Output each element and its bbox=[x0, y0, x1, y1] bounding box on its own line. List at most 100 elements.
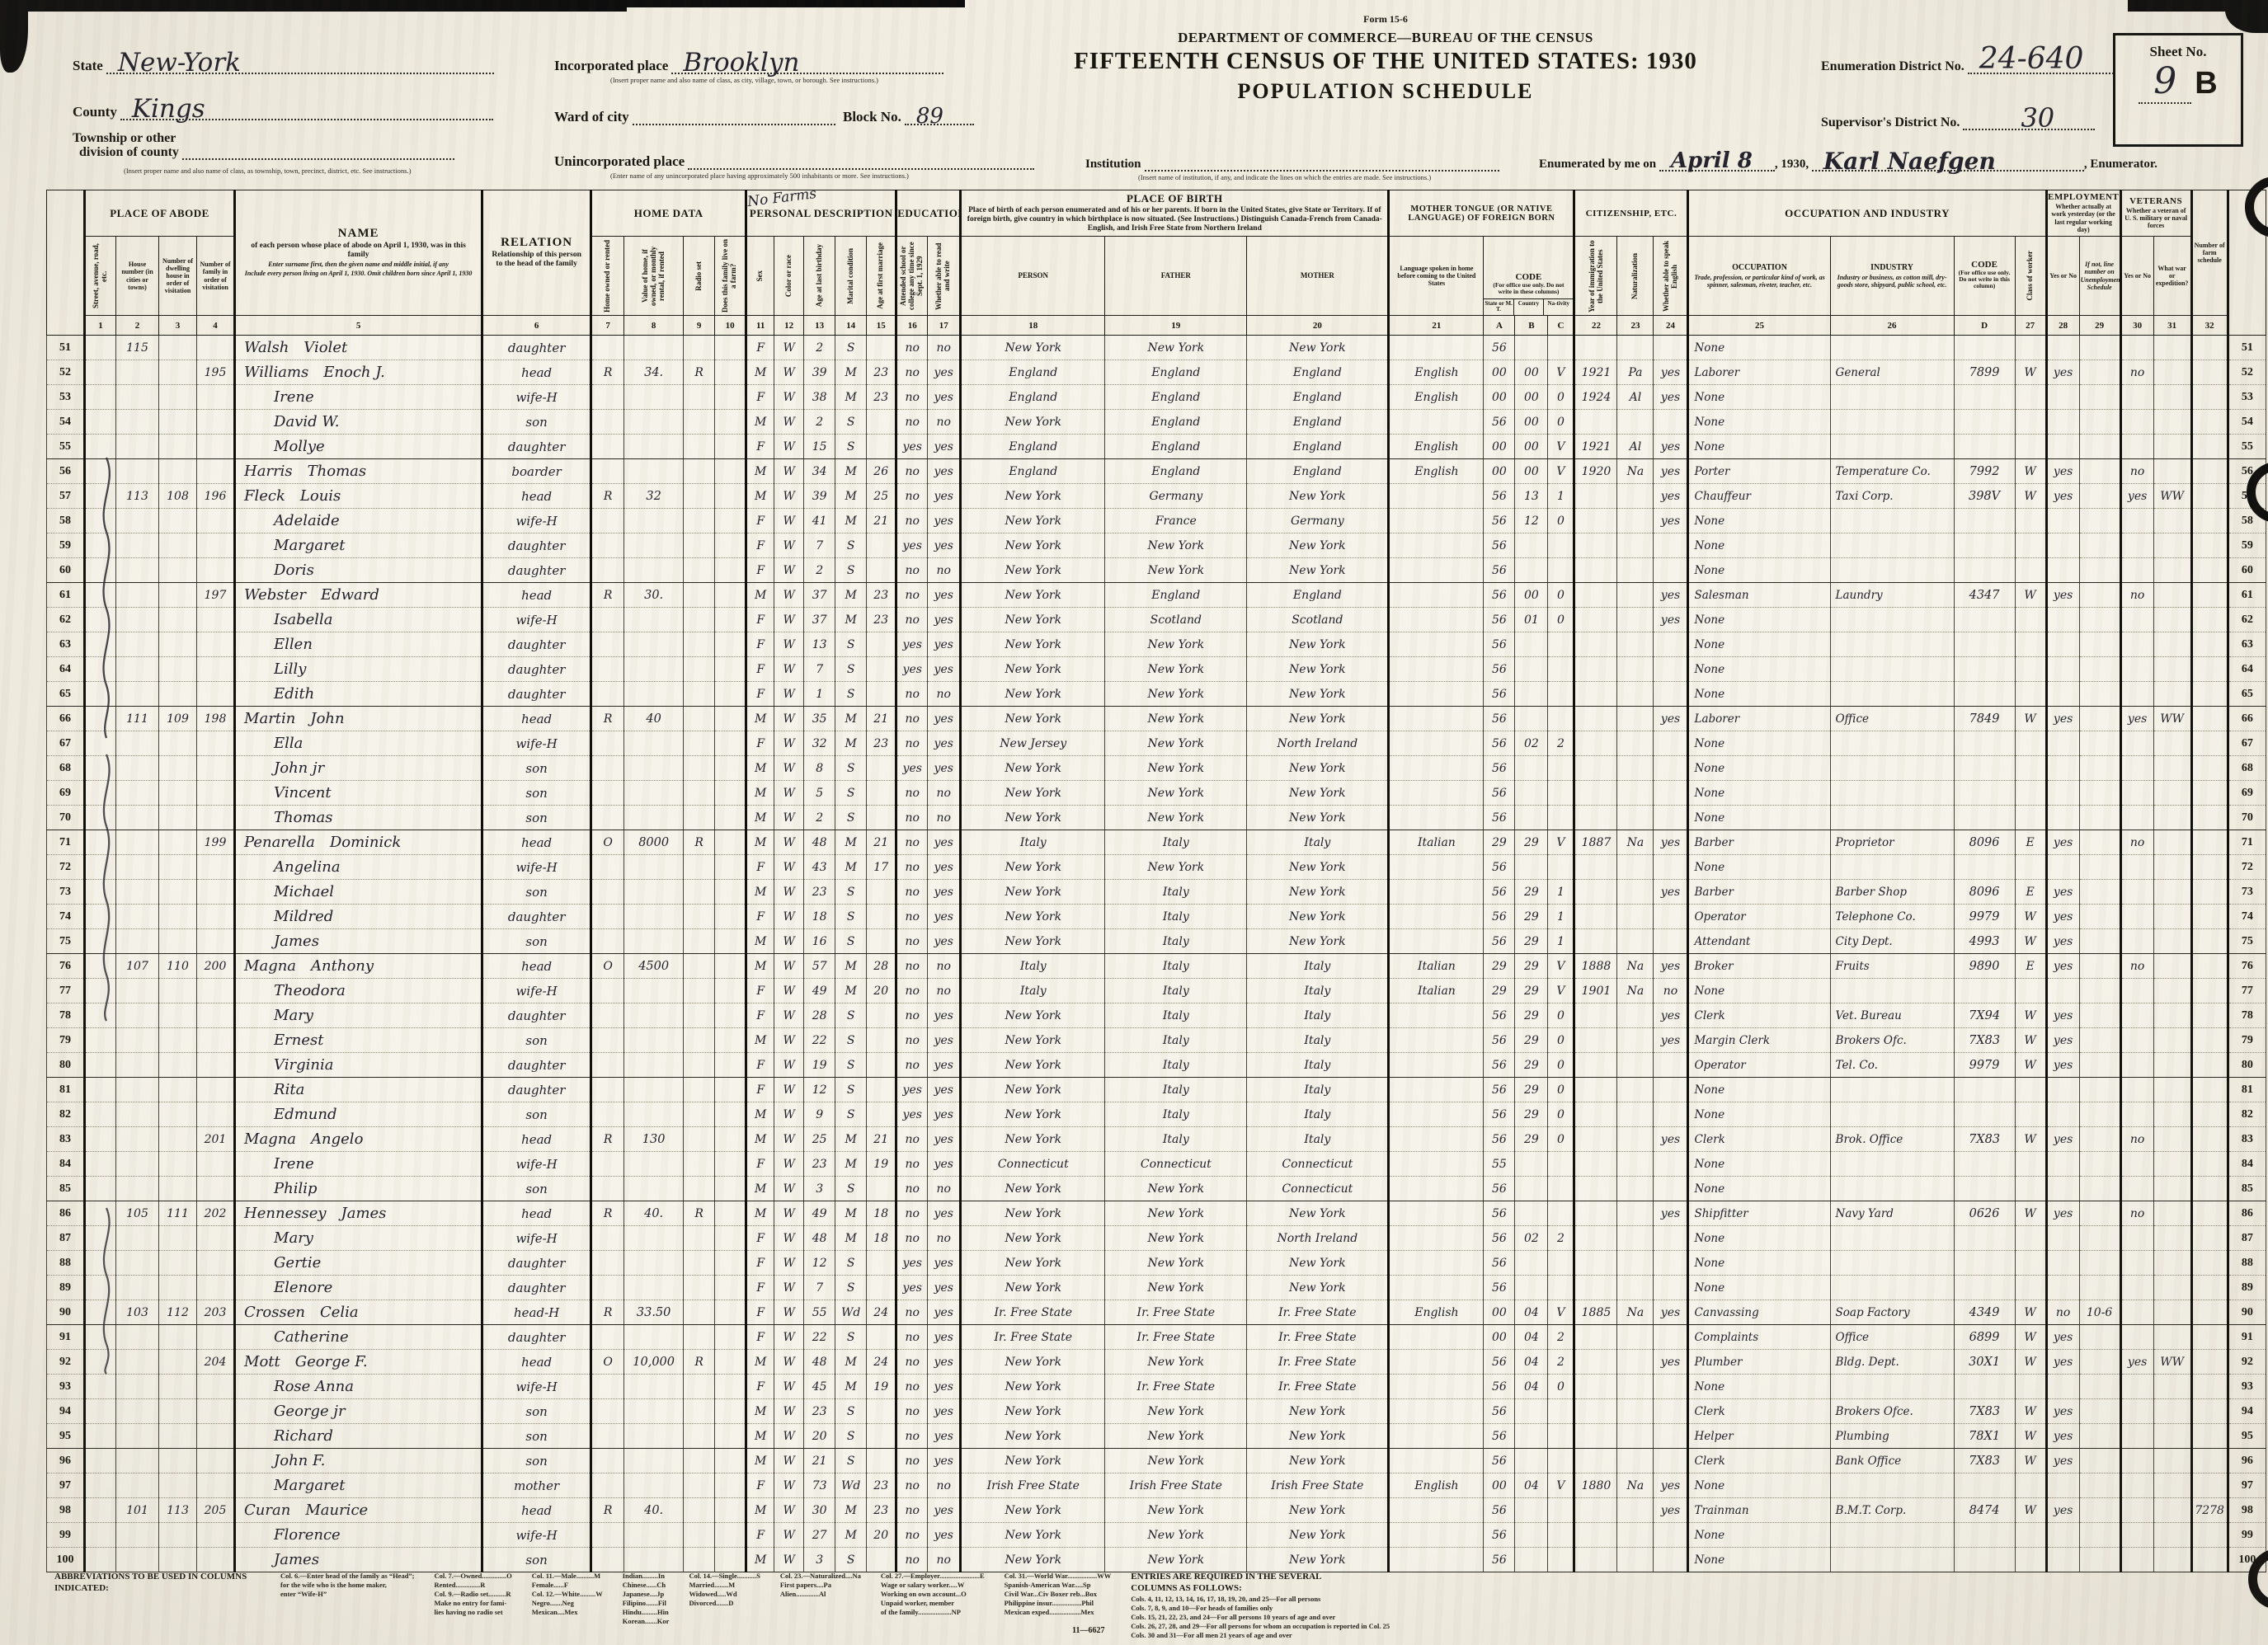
cell-age: 19 bbox=[803, 1052, 836, 1078]
line-number: 57 bbox=[46, 483, 85, 509]
cell-occ: Clerk bbox=[1687, 1126, 1831, 1152]
cell-street bbox=[83, 656, 116, 682]
cell-bpm: Ir. Free State bbox=[1246, 1300, 1390, 1325]
cell-lang bbox=[1387, 780, 1485, 806]
cell-rw: no bbox=[927, 409, 962, 435]
cell-radio bbox=[683, 953, 716, 979]
cell-agem: 19 bbox=[866, 1151, 897, 1177]
cell-vet bbox=[2119, 384, 2154, 410]
cell-bpm: New York bbox=[1246, 1250, 1390, 1276]
cell-bp: New York bbox=[959, 1077, 1106, 1102]
cell-vet bbox=[2119, 1275, 2154, 1300]
cell-imm bbox=[1573, 335, 1618, 360]
cell-rel: head bbox=[481, 706, 592, 731]
cell-dwell bbox=[158, 335, 197, 360]
cell-cc: 0 bbox=[1547, 508, 1575, 533]
cell-cd bbox=[1953, 780, 2016, 806]
institution-line bbox=[1144, 152, 1499, 172]
cell-radio bbox=[683, 1423, 716, 1449]
cell-bp: New York bbox=[959, 582, 1106, 608]
cell-lang bbox=[1387, 533, 1485, 558]
cell-agem bbox=[866, 1003, 897, 1028]
line-number: 68 bbox=[2226, 755, 2267, 781]
cell-lang bbox=[1387, 805, 1485, 830]
cell-vet bbox=[2119, 335, 2154, 360]
cell-bpf: Connecticut bbox=[1104, 1151, 1248, 1177]
cell-emp: yes bbox=[2044, 830, 2080, 855]
cell-name: Penarella Dominick bbox=[233, 830, 483, 855]
line-number: 61 bbox=[46, 582, 85, 608]
cell-house bbox=[115, 384, 159, 410]
cell-fs bbox=[2190, 557, 2228, 583]
sheet-letter: B bbox=[2195, 66, 2218, 101]
cell-farm bbox=[714, 953, 747, 979]
cell-ca: 56 bbox=[1483, 1497, 1516, 1523]
cell-agem bbox=[866, 1275, 897, 1300]
cell-race: W bbox=[774, 1225, 805, 1251]
cell-bpf: Italy bbox=[1104, 1126, 1248, 1152]
cell-cd bbox=[1953, 1522, 2016, 1548]
cell-ind bbox=[1829, 607, 1955, 632]
cell-cls: W bbox=[2014, 1398, 2047, 1424]
line-number: 78 bbox=[2226, 1003, 2267, 1028]
cell-radio bbox=[683, 1275, 716, 1300]
cell-war bbox=[2153, 656, 2192, 682]
cell-name: Rita bbox=[233, 1077, 483, 1102]
cell-agem bbox=[866, 879, 897, 905]
cell-race: W bbox=[774, 681, 805, 707]
cell-mar: S bbox=[835, 904, 868, 929]
cell-street bbox=[83, 1423, 116, 1449]
footer-line: Widowed.....Wd bbox=[689, 1590, 737, 1599]
cell-imm bbox=[1573, 1448, 1618, 1473]
cell-age: 49 bbox=[803, 1201, 836, 1226]
cell-cc bbox=[1547, 533, 1575, 558]
cell-lang: English bbox=[1387, 384, 1485, 410]
cell-fs bbox=[2190, 1077, 2228, 1102]
cell-cls: W bbox=[2014, 1003, 2047, 1028]
cell-bp: New York bbox=[959, 1250, 1106, 1276]
line-number: 79 bbox=[46, 1027, 85, 1053]
cell-radio bbox=[683, 1547, 716, 1572]
footer-line: Working on own account...O bbox=[880, 1590, 967, 1599]
cell-war bbox=[2153, 755, 2192, 781]
cell-ca: 56 bbox=[1483, 928, 1516, 954]
ed-line: 24-640 bbox=[1967, 42, 2116, 76]
cell-imm bbox=[1573, 656, 1618, 682]
cell-mar: S bbox=[835, 656, 868, 682]
cell-agem: 21 bbox=[866, 706, 897, 731]
cell-farm bbox=[714, 607, 747, 632]
cell-radio bbox=[683, 706, 716, 731]
cell-cc bbox=[1547, 632, 1575, 657]
cell-radio bbox=[683, 731, 716, 756]
cell-cc bbox=[1547, 755, 1575, 781]
cell-farm bbox=[714, 1398, 747, 1424]
cell-eng bbox=[1653, 1151, 1689, 1177]
cell-cb bbox=[1514, 780, 1549, 806]
cell-cd: 7992 bbox=[1953, 458, 2016, 484]
cell-rel: son bbox=[481, 755, 592, 781]
line-number: 94 bbox=[2226, 1398, 2267, 1424]
cell-name: John jr bbox=[233, 755, 483, 781]
col-header-industry: INDUSTRY Industry or business, as cotton… bbox=[1829, 236, 1955, 316]
cell-imm bbox=[1573, 681, 1618, 707]
cell-war bbox=[2153, 1398, 2192, 1424]
cell-bp: New York bbox=[959, 1027, 1106, 1053]
line-number: 99 bbox=[2226, 1522, 2267, 1548]
line-number: 67 bbox=[2226, 731, 2267, 756]
cell-agem bbox=[866, 533, 897, 558]
schedule-title: POPULATION SCHEDULE bbox=[1237, 79, 1534, 103]
cell-cc: 0 bbox=[1547, 1052, 1575, 1078]
cell-bp: New York bbox=[959, 335, 1106, 360]
cell-farm bbox=[714, 1349, 747, 1375]
col-number: 6 bbox=[481, 315, 592, 336]
cell-farm bbox=[714, 681, 747, 707]
line-number: 82 bbox=[46, 1102, 85, 1127]
cell-eng bbox=[1653, 755, 1689, 781]
cell-val bbox=[623, 1275, 685, 1300]
line-number: 73 bbox=[46, 879, 85, 905]
cell-bp: Italy bbox=[959, 978, 1106, 1003]
footer-line: Cols. 26, 27, 28, and 29—For all persons… bbox=[1131, 1621, 1390, 1630]
cell-bpm: Italy bbox=[1246, 953, 1390, 979]
cell-ind bbox=[1829, 508, 1955, 533]
